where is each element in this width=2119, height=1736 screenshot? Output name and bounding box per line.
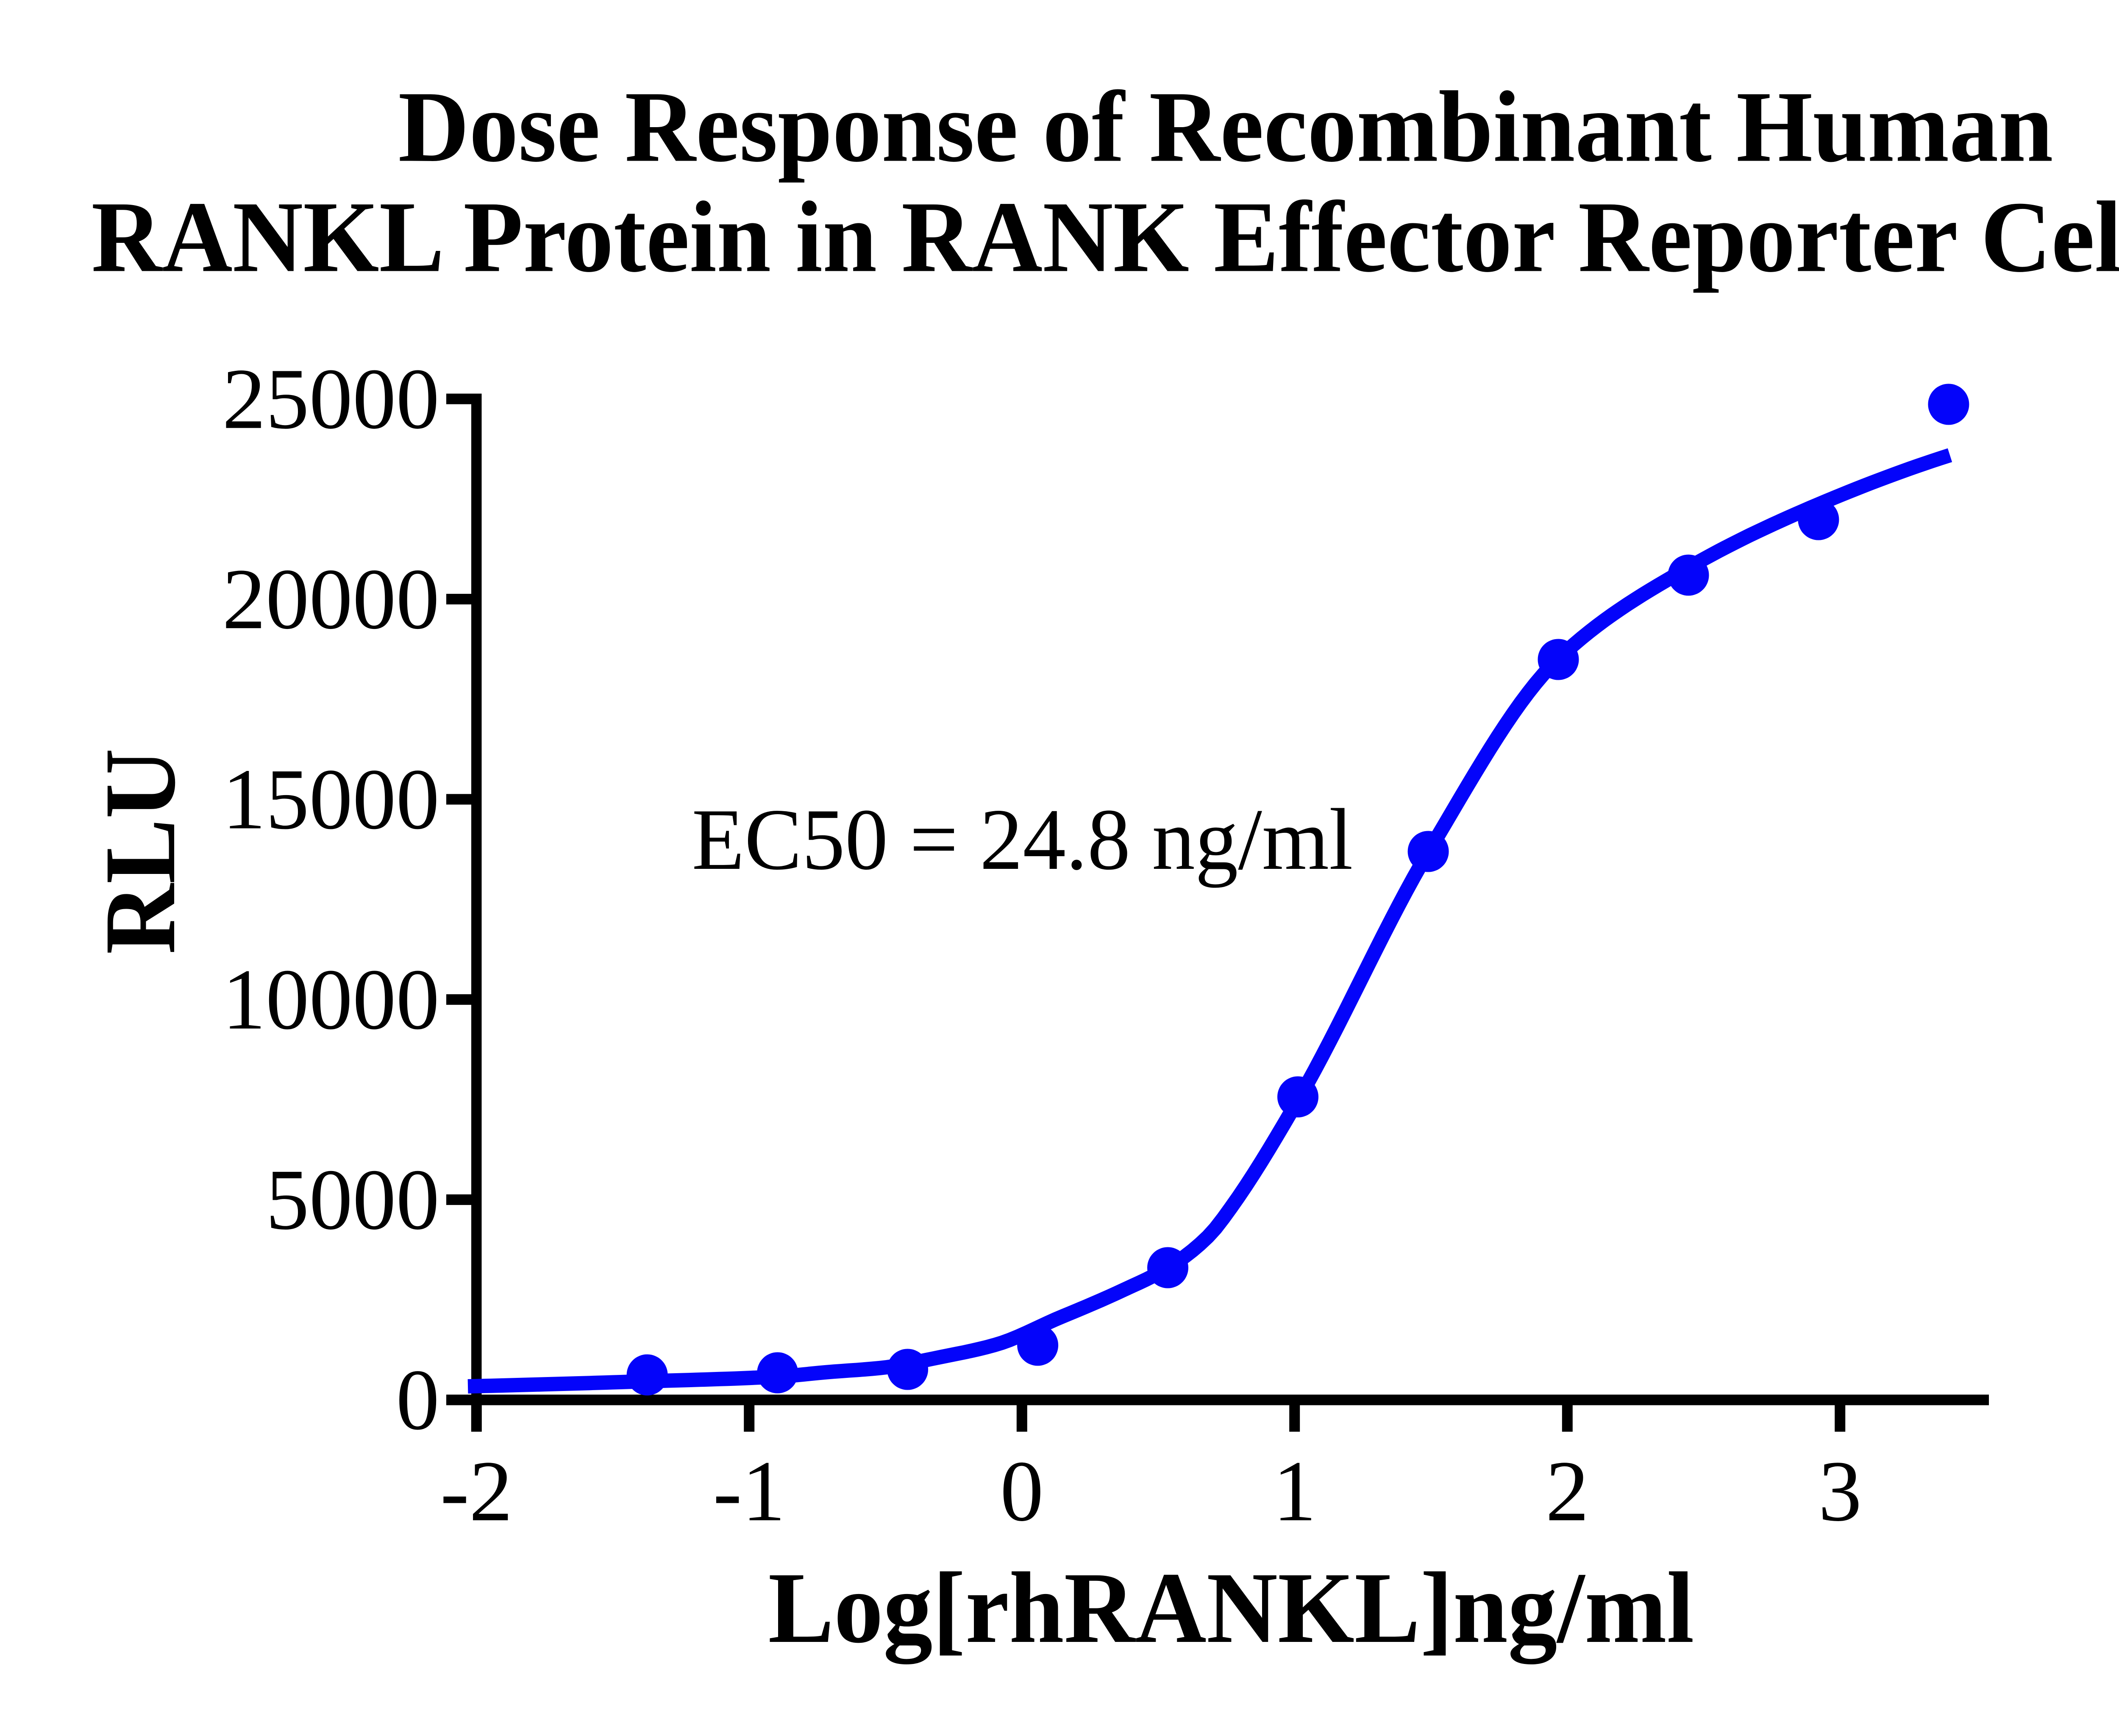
svg-text:3: 3	[1819, 1443, 1862, 1539]
svg-text:EC50 = 24.8 ng/ml: EC50 = 24.8 ng/ml	[692, 791, 1353, 888]
svg-text:10000: 10000	[222, 951, 440, 1048]
svg-text:-2: -2	[440, 1443, 513, 1539]
svg-text:Dose Response of Recombinant H: Dose Response of Recombinant Human	[398, 70, 2053, 183]
svg-text:1: 1	[1273, 1443, 1317, 1539]
svg-text:Log[rhRANKL]ng/ml: Log[rhRANKL]ng/ml	[768, 1551, 1694, 1664]
svg-text:RLU: RLU	[83, 748, 196, 954]
svg-text:25000: 25000	[222, 351, 440, 447]
svg-text:5000: 5000	[266, 1152, 439, 1248]
svg-text:0: 0	[396, 1352, 440, 1448]
svg-text:2: 2	[1546, 1443, 1589, 1539]
svg-text:0: 0	[1000, 1443, 1044, 1539]
svg-text:RANKL Protein in RANK Effector: RANKL Protein in RANK Effector Reporter …	[92, 181, 2119, 293]
svg-text:-1: -1	[713, 1443, 785, 1539]
svg-text:20000: 20000	[222, 551, 440, 647]
svg-text:15000: 15000	[222, 751, 440, 847]
